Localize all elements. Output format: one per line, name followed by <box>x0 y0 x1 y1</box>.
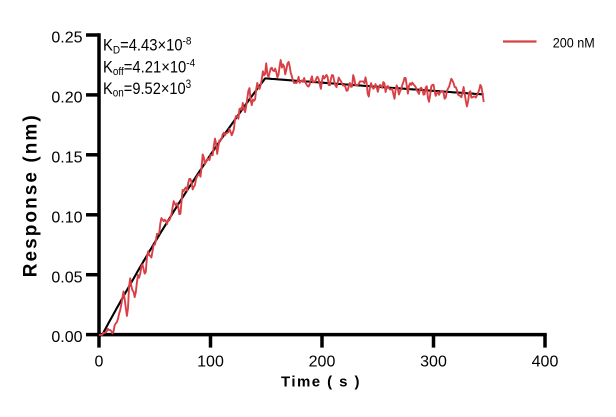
svg-text:0.15: 0.15 <box>51 149 82 166</box>
svg-text:KD=4.43×10-8: KD=4.43×10-8 <box>103 35 191 56</box>
svg-text:0.10: 0.10 <box>51 209 82 226</box>
svg-text:0.25: 0.25 <box>51 30 82 47</box>
svg-text:Koff=4.21×10-4: Koff=4.21×10-4 <box>103 57 195 78</box>
svg-text:400: 400 <box>532 354 559 371</box>
svg-text:300: 300 <box>420 354 447 371</box>
svg-text:Kon=9.52×103: Kon=9.52×103 <box>103 78 191 99</box>
svg-text:0.00: 0.00 <box>51 329 82 346</box>
svg-text:0.20: 0.20 <box>51 90 82 107</box>
svg-text:100: 100 <box>197 354 224 371</box>
svg-text:200: 200 <box>309 354 336 371</box>
svg-text:0.05: 0.05 <box>51 269 82 286</box>
svg-text:200 nM: 200 nM <box>553 35 595 51</box>
svg-text:0: 0 <box>95 354 104 371</box>
